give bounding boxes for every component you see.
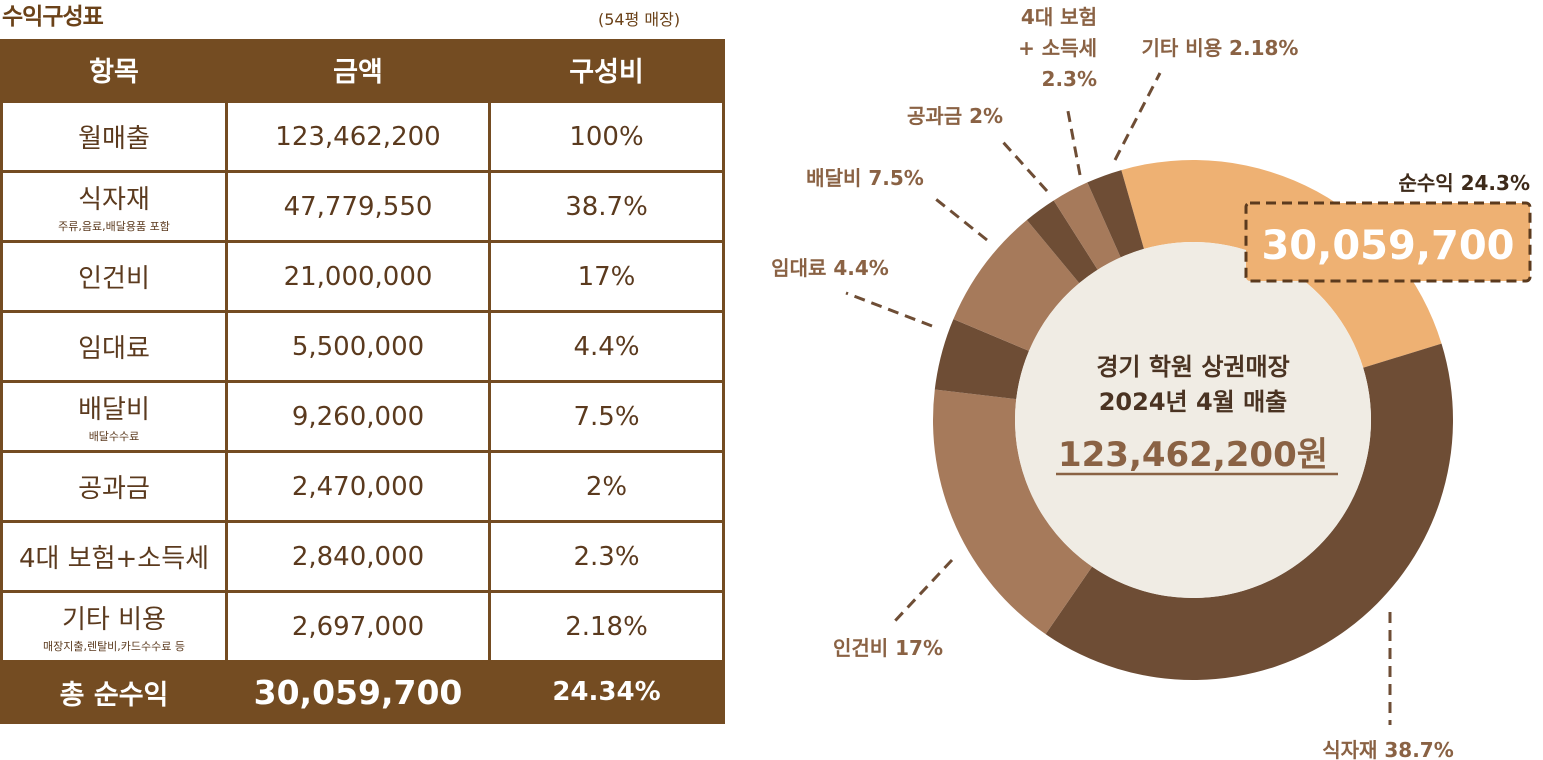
donut-slice-2 — [1045, 343, 1453, 680]
donut-slice-5 — [953, 219, 1080, 351]
row-amount: 47,779,550 — [225, 170, 491, 243]
table-row: 4대 보험+소득세 2,840,000 2.3% — [0, 520, 725, 593]
header-ratio: 구성비 — [488, 39, 725, 102]
leader-line-5 — [931, 194, 988, 242]
row-name: 식자재 — [78, 185, 150, 215]
leader-line-4 — [845, 291, 933, 328]
row-name-cell: 4대 보험+소득세 — [0, 520, 228, 593]
row-name: 배달비 — [78, 395, 150, 425]
donut-slice-6 — [1026, 200, 1098, 284]
row-note: 배달수수료 — [88, 430, 140, 443]
row-name-cell: 월매출 — [0, 100, 228, 173]
row-ratio: 4.4% — [488, 310, 725, 383]
table-row: 월매출 123,462,200 100% — [0, 100, 725, 173]
table-row: 인건비 21,000,000 17% — [0, 240, 725, 313]
slice-label-3: 인건비 17% — [833, 636, 943, 660]
row-ratio: 38.7% — [488, 170, 725, 243]
donut-center — [1015, 242, 1371, 598]
slice-label-6: 공과금 2% — [907, 104, 1003, 128]
slice-label-7: 4대 보험 + 소득세 2.3% — [1018, 5, 1097, 91]
slice-label-8: 기타 비용 2.18% — [1142, 36, 1299, 60]
row-amount: 2,470,000 — [225, 450, 491, 523]
table-row: 공과금 2,470,000 2% — [0, 450, 725, 523]
row-amount: 2,697,000 — [225, 590, 491, 663]
table-header-row: 항목 금액 구성비 — [0, 39, 725, 102]
slice-label-4: 임대료 4.4% — [771, 256, 889, 280]
row-name: 인건비 — [78, 264, 150, 294]
row-amount: 9,260,000 — [225, 380, 491, 453]
highlight-value: 30,059,700 — [1261, 223, 1514, 269]
total-amount: 30,059,700 — [225, 660, 491, 724]
row-name: 기타 비용 — [62, 605, 166, 635]
leader-line-8 — [1113, 72, 1162, 161]
leader-line-3 — [892, 558, 954, 624]
row-name-cell: 공과금 — [0, 450, 228, 523]
slice-label-5: 배달비 7.5% — [806, 166, 924, 190]
center-line-2: 2024년 4월 매출 — [1099, 388, 1288, 416]
leader-line-7 — [1065, 105, 1082, 176]
total-ratio: 24.34% — [488, 660, 725, 724]
row-ratio: 100% — [488, 100, 725, 173]
header-item: 항목 — [0, 39, 228, 102]
row-note: 주류,음료,배달용품 포함 — [58, 220, 170, 233]
row-amount: 123,462,200 — [225, 100, 491, 173]
row-ratio: 17% — [488, 240, 725, 313]
row-name-cell: 임대료 — [0, 310, 228, 383]
store-size-note: (54평 매장) — [598, 10, 681, 29]
total-row: 총 순수익 30,059,700 24.34% — [0, 660, 725, 724]
center-line-1: 경기 학원 상권매장 — [1096, 353, 1289, 381]
table-row: 임대료 5,500,000 4.4% — [0, 310, 725, 383]
highlight-box — [1244, 201, 1532, 283]
page-title: 수익구성표 — [2, 4, 104, 30]
row-ratio: 2.18% — [488, 590, 725, 663]
donut-slice-8 — [1087, 170, 1144, 258]
row-name: 4대 보험+소득세 — [18, 544, 210, 574]
center-total-value: 123,462,200원 — [1058, 435, 1328, 475]
row-amount: 2,840,000 — [225, 520, 491, 593]
donut-slice-4 — [934, 319, 1029, 400]
donut-slice-7 — [1053, 182, 1121, 270]
leader-line-6 — [1000, 139, 1049, 193]
row-ratio: 7.5% — [488, 380, 725, 453]
row-name: 월매출 — [78, 124, 150, 154]
row-amount: 5,500,000 — [225, 310, 491, 383]
slice-label-2: 식자재 38.7% — [1322, 738, 1454, 760]
header-amount: 금액 — [225, 39, 491, 102]
row-amount: 21,000,000 — [225, 240, 491, 313]
row-name: 임대료 — [78, 334, 150, 364]
row-name: 공과금 — [78, 474, 150, 504]
total-name: 총 순수익 — [0, 660, 228, 724]
row-ratio: 2% — [488, 450, 725, 523]
highlight-label: 순수익 24.3% — [1398, 171, 1530, 195]
row-name-cell: 인건비 — [0, 240, 228, 313]
row-note: 매장지출,렌탈비,카드수수료 등 — [42, 640, 186, 653]
donut-slice-3 — [932, 389, 1093, 635]
row-ratio: 2.3% — [488, 520, 725, 593]
